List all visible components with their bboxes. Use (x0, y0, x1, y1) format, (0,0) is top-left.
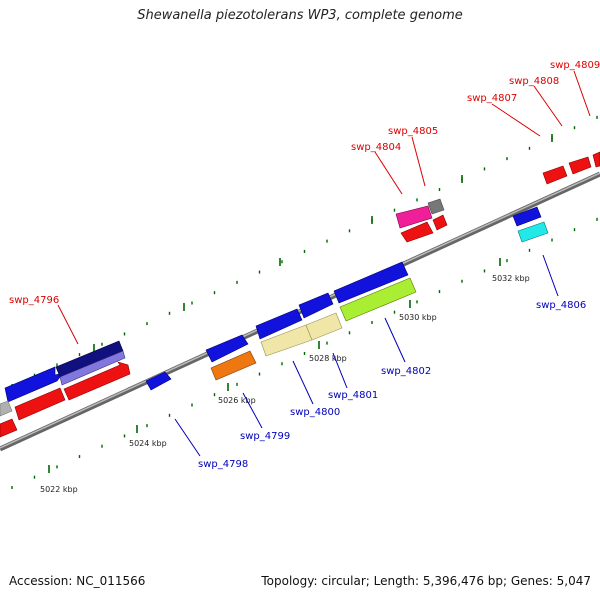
gene-swp4808[interactable] (568, 156, 592, 175)
leader-swp4801 (332, 352, 348, 389)
gene-swp4809[interactable] (592, 151, 600, 168)
label-swp4798[interactable]: swp_4798 (198, 459, 248, 470)
tick-label-5030: 5030 kbp (399, 313, 437, 322)
gene-swp4807[interactable] (542, 165, 568, 185)
tick-label-5032: 5032 kbp (492, 274, 530, 283)
leader-swp4805 (411, 136, 426, 187)
leader-swp4800 (292, 360, 314, 405)
leader-swp4809 (573, 70, 591, 117)
gene-grey-fwd[interactable] (0, 400, 13, 417)
gene-swp4805[interactable] (427, 198, 445, 215)
leader-swp4804 (374, 151, 403, 195)
gene-blue-fwd-4[interactable] (255, 308, 303, 340)
label-swp4800[interactable]: swp_4800 (290, 407, 340, 418)
forward-strand-genes (0, 151, 600, 438)
tick-labels: 5022 kbp 5024 kbp 5026 kbp 5028 kbp 5030… (40, 274, 530, 494)
tick-label-5024: 5024 kbp (129, 439, 167, 448)
gene-red-fwd-0[interactable] (0, 418, 18, 438)
tick-label-5022: 5022 kbp (40, 485, 78, 494)
leader-swp4798 (174, 418, 201, 457)
label-swp4809[interactable]: swp_4809 (550, 60, 600, 71)
gene-swp4804[interactable] (395, 205, 433, 229)
genome-backbone-highlight (0, 172, 600, 449)
leader-swp4807 (491, 103, 541, 137)
gene-swp4799[interactable] (210, 350, 257, 381)
gene-blue-fwd-2[interactable] (145, 371, 172, 391)
label-swp4804[interactable]: swp_4804 (351, 142, 401, 153)
gene-swp4802[interactable] (339, 277, 417, 322)
gene-red-fwd-1[interactable] (14, 387, 66, 421)
gene-blue-fwd-6[interactable] (333, 261, 409, 304)
gene-red-fwd-2[interactable] (63, 361, 131, 401)
gene-blue-rev-1[interactable] (512, 206, 542, 227)
accession-text: Accession: NC_011566 (9, 574, 146, 588)
gene-swp4801[interactable] (305, 312, 343, 341)
label-swp4806[interactable]: swp_4806 (536, 300, 586, 311)
label-swp4807[interactable]: swp_4807 (467, 93, 517, 104)
leader-swp4802 (384, 317, 406, 363)
label-swp4801[interactable]: swp_4801 (328, 390, 378, 401)
label-swp4808[interactable]: swp_4808 (509, 76, 559, 87)
genome-backbone (0, 171, 600, 452)
gene-swp4796-lower[interactable] (59, 350, 126, 386)
leader-swp4806 (542, 254, 559, 297)
leader-swp4808 (533, 85, 563, 127)
tick-label-5028: 5028 kbp (309, 354, 347, 363)
map-title: Shewanella piezotolerans WP3, complete g… (137, 8, 463, 23)
label-swp4805[interactable]: swp_4805 (388, 126, 438, 137)
reverse-strand-genes (210, 206, 549, 381)
gene-labels: swp_4796 swp_4804 swp_4805 swp_4807 swp_… (9, 60, 600, 470)
gene-red-fwd-3[interactable] (400, 221, 434, 243)
label-swp4796[interactable]: swp_4796 (9, 295, 59, 306)
gene-blue-fwd-3[interactable] (205, 334, 249, 363)
gene-red-fwd-4[interactable] (432, 214, 448, 231)
gene-swp4806[interactable] (517, 221, 549, 243)
leader-swp4799 (242, 392, 263, 429)
leader-lines (57, 70, 591, 457)
tick-rows (11, 115, 598, 489)
tick-label-5026: 5026 kbp (218, 396, 256, 405)
gene-blue-fwd-5[interactable] (298, 292, 334, 319)
leader-swp4796 (57, 304, 79, 345)
genome-stats-text: Topology: circular; Length: 5,396,476 bp… (261, 574, 591, 588)
label-swp4802[interactable]: swp_4802 (381, 366, 431, 377)
label-swp4799[interactable]: swp_4799 (240, 431, 290, 442)
